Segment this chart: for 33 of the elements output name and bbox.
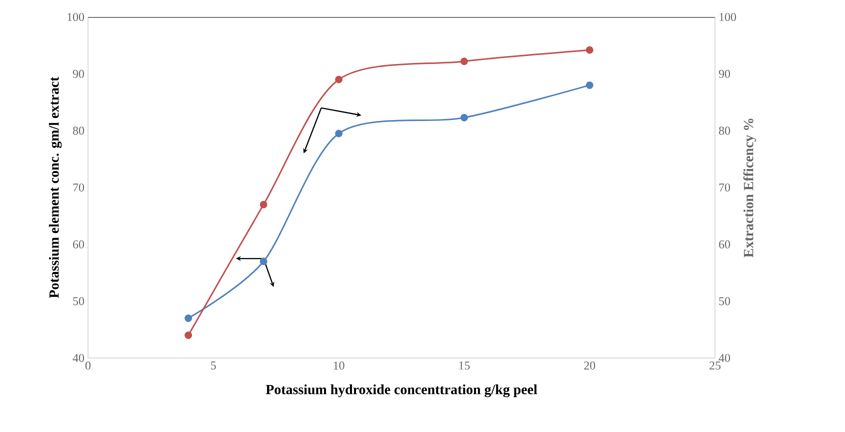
y-tick-label: 90 [72, 70, 84, 78]
x-axis-title: Potassium hydroxide concenttration g/kg peel [266, 384, 538, 398]
point [184, 332, 192, 340]
point [260, 258, 268, 266]
point [335, 76, 343, 84]
y2-tick-label: 100 [720, 12, 736, 22]
y-tick-label: 50 [73, 297, 84, 306]
point [460, 58, 468, 66]
y-tick-label: 70 [73, 183, 84, 192]
y-tick-label: 80 [72, 126, 84, 135]
y-tick-label: 100 [68, 12, 84, 22]
x-tick-label: 10 [334, 362, 344, 370]
point [260, 200, 268, 208]
point [184, 314, 192, 322]
point [460, 114, 468, 122]
y-tick-label: 40 [72, 354, 84, 362]
x-tick-label: 5 [211, 362, 216, 370]
y2-tick-label: 90 [718, 70, 730, 78]
point [586, 81, 594, 89]
y2-tick-label: 80 [718, 126, 730, 135]
y-tick-label: 60 [73, 240, 84, 248]
x-tick-label: 15 [459, 362, 470, 370]
point [586, 46, 594, 54]
x-tick-label: 20 [584, 362, 596, 370]
y-axis-title: Potassium element conc. gm/l extract [48, 76, 62, 298]
x-tick-label: 25 [710, 362, 721, 370]
point [335, 130, 343, 138]
y2-tick-label: 50 [719, 297, 730, 306]
x-tick-label: 0 [85, 362, 91, 370]
y2-axis-title: Extraction Efficency % [743, 118, 756, 258]
y2-tick-label: 60 [719, 240, 730, 248]
y2-tick-label: 40 [718, 354, 730, 362]
y2-tick-label: 70 [719, 183, 730, 192]
